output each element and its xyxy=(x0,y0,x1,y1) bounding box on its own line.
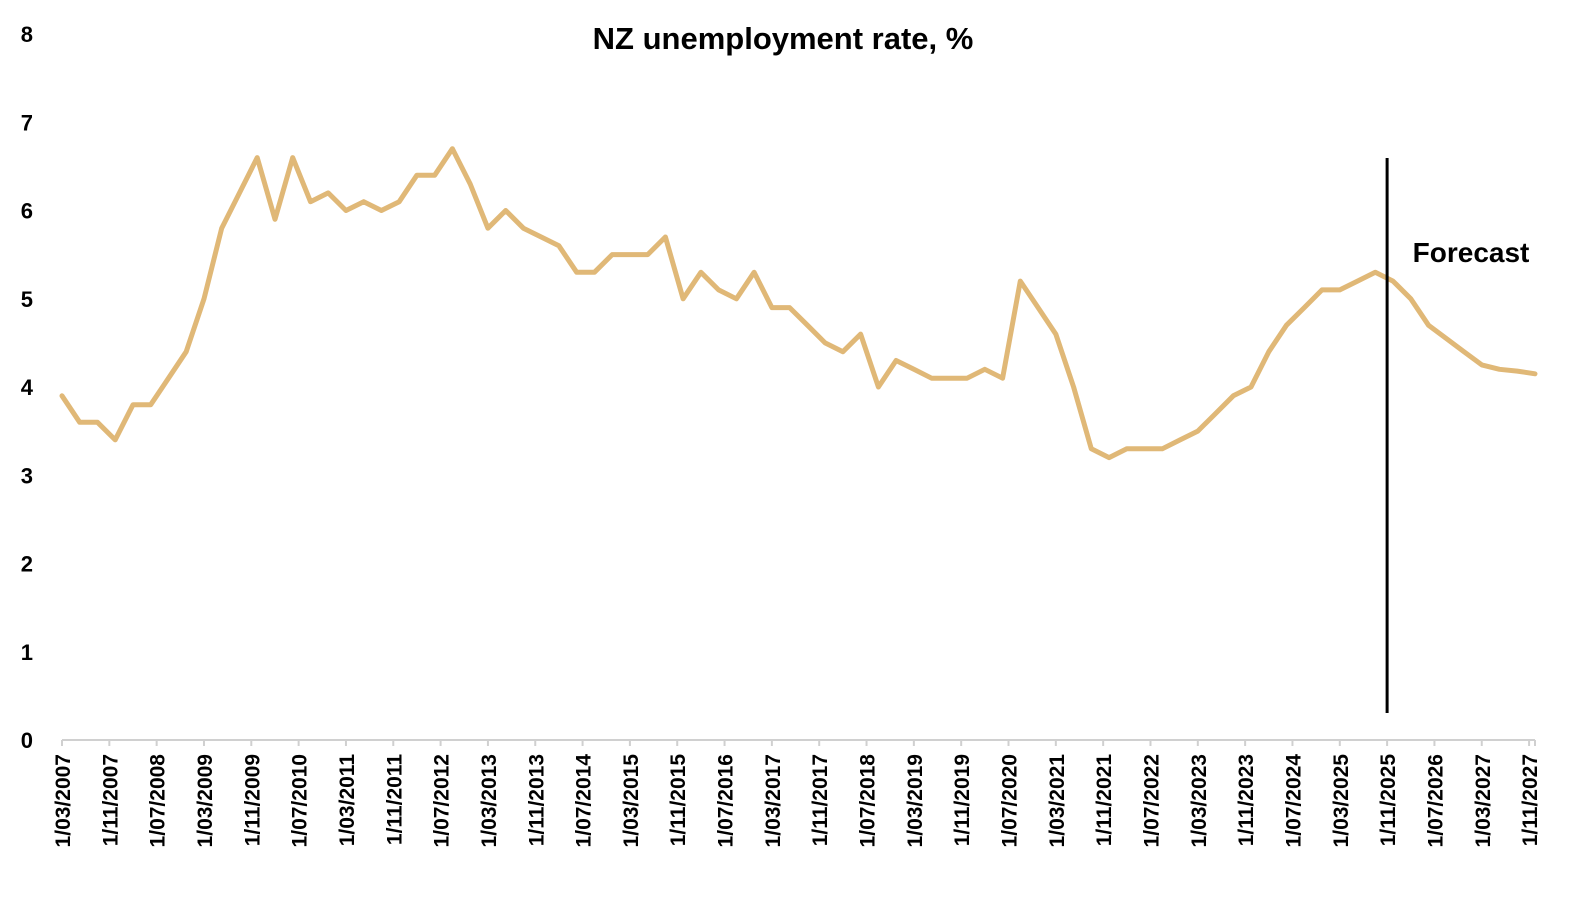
x-tick-label: 1/03/2011 xyxy=(336,754,359,847)
x-tick-label: 1/11/2023 xyxy=(1235,754,1258,846)
x-tick-label: 1/03/2017 xyxy=(762,754,785,847)
x-tick-label: 1/07/2014 xyxy=(573,754,596,848)
x-axis-tick-labels: 1/03/2007 1/11/2007 1/07/2008 1/03/2009 1/11… xyxy=(52,754,1542,848)
y-tick-label: 3 xyxy=(21,463,33,488)
x-tick-label: 1/07/2026 xyxy=(1424,754,1447,847)
y-tick-label: 5 xyxy=(21,287,33,312)
chart-title: NZ unemployment rate, % xyxy=(593,21,974,56)
x-tick-label: 1/03/2021 xyxy=(1046,754,1069,848)
x-tick-label: 1/03/2013 xyxy=(478,754,501,847)
y-tick-label: 4 xyxy=(21,375,34,400)
x-tick-label: 1/07/2016 xyxy=(715,754,738,847)
x-tick-label: 1/07/2010 xyxy=(289,754,312,847)
x-tick-label: 1/11/2013 xyxy=(525,754,548,846)
x-tick-label: 1/11/2007 xyxy=(99,754,122,846)
x-tick-label: 1/11/2021 xyxy=(1093,754,1116,847)
y-tick-label: 7 xyxy=(21,110,33,135)
x-tick-label: 1/11/2017 xyxy=(809,754,832,846)
y-tick-label: 8 xyxy=(21,22,33,47)
x-tick-label: 1/11/2009 xyxy=(241,754,264,846)
x-tick-label: 1/03/2007 xyxy=(52,754,75,847)
x-tick-label: 1/03/2009 xyxy=(194,754,217,847)
y-tick-label: 1 xyxy=(21,640,33,665)
x-tick-label: 1/07/2008 xyxy=(147,754,170,848)
y-tick-label: 2 xyxy=(21,552,33,577)
y-axis-tick-labels: 0 1 2 3 4 5 6 7 8 xyxy=(21,22,34,753)
x-tick-label: 1/03/2027 xyxy=(1472,754,1495,847)
x-tick-label: 1/07/2018 xyxy=(857,754,880,848)
x-tick-label: 1/03/2015 xyxy=(620,754,643,848)
x-tick-label: 1/07/2012 xyxy=(431,754,454,847)
x-tick-label: 1/11/2027 xyxy=(1519,754,1542,846)
x-tick-label: 1/07/2024 xyxy=(1282,754,1305,848)
y-tick-label: 6 xyxy=(21,199,33,224)
forecast-label: Forecast xyxy=(1413,237,1530,268)
x-axis-tick-marks xyxy=(61,740,1536,746)
x-tick-label: 1/03/2025 xyxy=(1330,754,1353,848)
x-tick-label: 1/11/2019 xyxy=(951,754,974,846)
x-tick-label: 1/11/2011 xyxy=(383,754,406,845)
x-tick-label: 1/07/2022 xyxy=(1140,754,1163,847)
y-tick-label: 0 xyxy=(21,728,33,753)
x-tick-label: 1/11/2015 xyxy=(667,754,690,847)
x-tick-label: 1/03/2019 xyxy=(904,754,927,847)
x-tick-label: 1/03/2023 xyxy=(1188,754,1211,847)
x-tick-label: 1/11/2025 xyxy=(1377,754,1400,847)
x-tick-label: 1/07/2020 xyxy=(999,754,1022,847)
unemployment-series-line xyxy=(59,146,1538,461)
